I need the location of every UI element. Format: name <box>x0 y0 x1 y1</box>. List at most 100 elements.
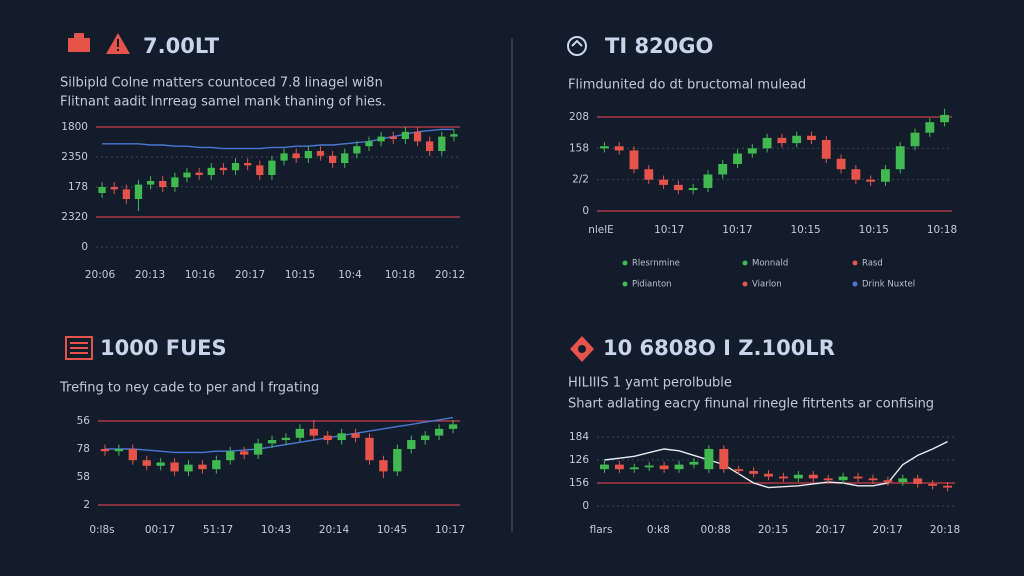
candle-body <box>749 471 759 474</box>
candle-body <box>198 464 207 470</box>
panel-subtitle: Flitnant aadit Inrreag samel mank thanin… <box>60 95 386 110</box>
candle-body <box>614 146 624 151</box>
x-tick-label: 20:17 <box>815 524 845 536</box>
x-tick-label: 20:06 <box>85 269 116 281</box>
candle-body <box>764 473 774 477</box>
candle-body <box>379 460 388 472</box>
x-tick-label: 10:17 <box>654 224 684 236</box>
x-tick-label: nlelE <box>588 224 614 236</box>
candle-body <box>142 460 151 466</box>
candle-body <box>898 478 908 483</box>
candle-body <box>644 465 654 468</box>
panel-title: 7.00LT <box>143 34 220 58</box>
candle-body <box>183 172 191 178</box>
candle-body <box>268 160 276 175</box>
x-tick-label: 20:15 <box>758 524 788 536</box>
y-tick-label: 178 <box>68 181 88 193</box>
candle-body <box>184 464 193 472</box>
candle-body <box>434 428 444 436</box>
moving-average-line <box>604 440 948 489</box>
candle-body <box>256 165 264 175</box>
legend-swatch <box>622 260 628 266</box>
x-tick-label: 10:15 <box>285 269 315 281</box>
y-tick-label: 56 <box>77 415 91 427</box>
candle-body <box>170 462 179 472</box>
candle-body <box>207 167 215 175</box>
legend-swatch <box>852 281 858 287</box>
x-tick-label: 20:12 <box>435 269 465 281</box>
candle-body <box>674 464 684 470</box>
x-tick-label: 10:17 <box>435 524 465 536</box>
candle-body <box>280 153 288 161</box>
x-tick-label: flars <box>590 524 613 536</box>
candle-body <box>195 172 203 175</box>
candle-body <box>762 137 772 149</box>
legend-swatch <box>742 281 748 287</box>
x-tick-label: 00:17 <box>145 524 175 536</box>
candle-body <box>868 478 878 481</box>
candle-body <box>226 451 235 461</box>
candle-body <box>413 131 422 142</box>
candle-body <box>821 139 831 159</box>
candle-body <box>629 467 639 470</box>
legend-label: Viarlon <box>752 280 782 290</box>
y-tick-label: 156 <box>569 477 589 489</box>
y-tick-label: 158 <box>569 142 589 154</box>
y-tick-label: 0 <box>81 241 88 253</box>
candle-body <box>614 464 624 470</box>
candle-body <box>337 433 346 441</box>
candle-body <box>393 449 402 472</box>
panel-title: 10 6808O I Z.100LR <box>603 336 835 360</box>
candle-body <box>688 188 698 191</box>
candle-body <box>644 169 654 180</box>
candle-body <box>365 437 374 461</box>
legend-label: Drink Nuxtel <box>862 280 915 290</box>
candle-body <box>98 187 106 193</box>
x-tick-label: 20:17 <box>873 524 903 536</box>
candle-body <box>304 151 312 159</box>
y-tick-label: 126 <box>569 454 589 466</box>
moving-average-line <box>105 416 454 454</box>
panel-subtitle: HILIIIS 1 yamt perolbuble <box>568 376 732 391</box>
candle-body <box>792 135 802 144</box>
y-tick-label: 1800 <box>61 121 88 133</box>
panel-subtitle: Flimdunited do dt bructomal mulead <box>568 78 806 93</box>
y-tick-label: 184 <box>569 431 589 443</box>
x-tick-label: 10:15 <box>790 224 820 236</box>
candle-body <box>267 440 277 444</box>
x-tick-label: 10:15 <box>859 224 889 236</box>
candle-body <box>171 177 179 187</box>
candle-body <box>110 187 118 190</box>
candle-body <box>377 136 385 142</box>
y-tick-label: 2 <box>83 499 90 511</box>
candle-body <box>309 428 318 436</box>
candle-body <box>421 435 430 441</box>
candle-body <box>673 184 683 191</box>
candle-body <box>943 485 953 488</box>
candle-body <box>823 478 833 481</box>
candle-body <box>231 163 240 171</box>
candle-body <box>599 464 609 470</box>
panel-subtitle: Trefing to ney cade to per and I frgatin… <box>59 381 319 396</box>
candle-body <box>838 476 848 481</box>
candle-body <box>910 132 920 147</box>
candle-body <box>777 137 787 144</box>
candle-body <box>747 148 757 154</box>
x-tick-label: 10:16 <box>185 269 216 281</box>
x-tick-label: 10:18 <box>927 224 957 236</box>
candle-body <box>793 474 803 479</box>
x-tick-label: 20:17 <box>235 269 265 281</box>
candle-body <box>881 169 890 182</box>
candle-body <box>853 476 863 479</box>
candle-body <box>401 131 410 139</box>
candle-body <box>128 449 137 461</box>
y-tick-label: 0 <box>582 205 589 217</box>
candle-body <box>807 135 816 140</box>
candle-body <box>895 146 905 170</box>
candle-body <box>659 179 668 185</box>
panel-subtitle: Silbipld Colne matters countoced 7.8 lin… <box>60 76 383 91</box>
candle-body <box>353 146 361 154</box>
candle-body <box>341 153 349 163</box>
